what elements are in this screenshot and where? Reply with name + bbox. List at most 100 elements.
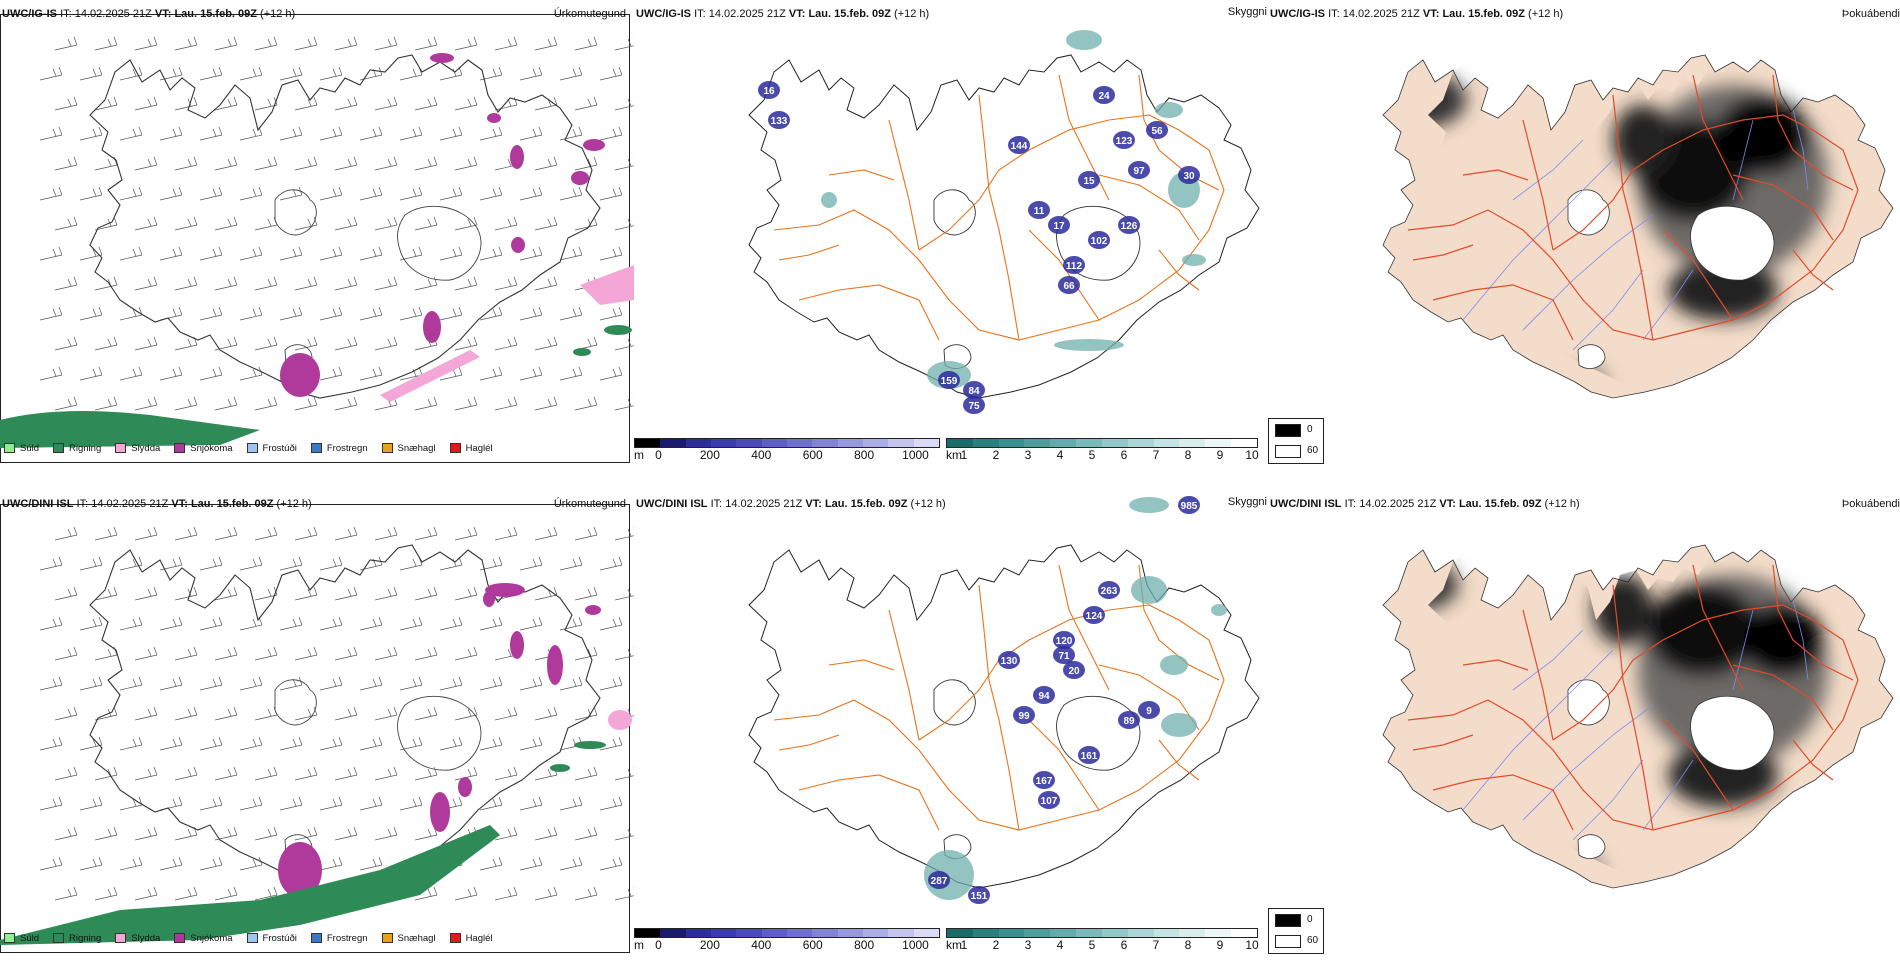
tick-label: 5 xyxy=(1088,938,1096,952)
panel-header: UWC/DINI ISL IT: 14.02.2025 21Z VT: Lau.… xyxy=(636,498,946,510)
tick-label: 600 xyxy=(802,938,823,952)
legend-item: Rigning xyxy=(53,930,101,946)
fog-legend: 0 60 xyxy=(1268,908,1324,954)
sleet-area xyxy=(608,710,632,730)
vis-bar-ticks: 1 2 3 4 5 6 7 8 9 10 xyxy=(960,448,1259,462)
fog-legend-swatch-0 xyxy=(1275,424,1301,437)
tick-label: 3 xyxy=(1024,448,1032,462)
legend-label: Haglél xyxy=(465,442,493,454)
legend-label: Slydda xyxy=(131,442,161,454)
snow-area xyxy=(278,842,322,898)
tick-label: 9 xyxy=(1216,448,1224,462)
legend-item: Slydda xyxy=(115,440,160,456)
glacier-outline xyxy=(274,679,482,859)
legend-item: Frostúði xyxy=(246,930,297,946)
legend-label: Haglél xyxy=(465,932,493,944)
rain-area xyxy=(0,825,500,945)
cloud-base-label: 124 xyxy=(1086,611,1103,622)
precip-map[interactable] xyxy=(0,490,634,960)
cloud-bar-unit: m xyxy=(634,938,644,952)
legend-item: Frostúði xyxy=(246,440,297,456)
cloud-base-colorbar xyxy=(634,928,940,938)
cloud-base-label: 161 xyxy=(1081,751,1098,762)
precip-areas xyxy=(0,53,634,448)
snow-area xyxy=(430,53,454,63)
legend-label: Snjókoma xyxy=(190,442,233,454)
cloud-base-label: 99 xyxy=(1018,711,1030,722)
legend-label: Frostúði xyxy=(262,442,297,454)
panel-title: Þokuábendi xyxy=(1841,498,1900,510)
wind-barbs xyxy=(39,526,634,901)
cloud-base-label: 89 xyxy=(1123,716,1135,727)
road-network xyxy=(1407,564,1859,831)
cloud-base-label: 102 xyxy=(1091,236,1108,247)
snow-area xyxy=(547,645,563,685)
precip-map[interactable] xyxy=(0,0,634,470)
panel-title: Úrkomutegund xyxy=(553,498,626,510)
tick-label: 800 xyxy=(854,448,875,462)
tick-label: 0 xyxy=(655,938,662,952)
visibility-colorbar xyxy=(946,438,1258,448)
cloud-base-label: 84 xyxy=(968,386,980,397)
legend-label: Snæhagl xyxy=(397,442,436,454)
snow-area xyxy=(483,591,495,607)
iceland-outline xyxy=(89,54,601,399)
iceland-outline xyxy=(89,544,601,889)
precip-type-panel: UWC/IG-IS IT: 14.02.2025 21Z VT: Lau. 15… xyxy=(0,0,634,470)
forecast-row-1: UWC/IG-IS IT: 14.02.2025 21Z VT: Lau. 15… xyxy=(0,0,1900,470)
rain-area xyxy=(604,325,632,335)
tick-label: 1000 xyxy=(902,938,929,952)
wind-barbs xyxy=(39,36,634,411)
snow-area xyxy=(585,605,601,615)
tick-label: 10 xyxy=(1245,938,1259,952)
iceland-outline xyxy=(748,54,1260,399)
legend-swatch xyxy=(53,933,65,943)
fog-legend-swatch-60 xyxy=(1275,935,1301,948)
legend-label: Frostregn xyxy=(326,932,368,944)
precip-areas xyxy=(0,583,632,945)
cloud-bar-ticks: 0 200 400 600 800 1000 xyxy=(634,938,940,952)
legend-swatch xyxy=(449,443,461,453)
legend-label: Frostregn xyxy=(326,442,368,454)
cloud-visibility-panel: UWC/DINI ISL IT: 14.02.2025 21Z VT: Lau.… xyxy=(634,490,1268,960)
snow-area xyxy=(510,631,524,659)
snow-area xyxy=(487,113,501,123)
cloud-base-label: 159 xyxy=(941,376,958,387)
legend-label: Rigning xyxy=(69,932,102,944)
legend-swatch xyxy=(115,443,127,453)
legend-item: Rigning xyxy=(53,440,101,456)
cloud-base-label: 16 xyxy=(763,86,775,97)
legend-swatch xyxy=(381,933,393,943)
legend-item: Súld xyxy=(4,440,39,456)
cloud-base-label: 112 xyxy=(1066,261,1083,272)
tick-label: 7 xyxy=(1152,938,1160,952)
legend-swatch xyxy=(4,933,15,943)
legend-swatch xyxy=(4,443,15,453)
legend-label: Frostúði xyxy=(262,932,297,944)
panel-title: Skyggni xyxy=(1227,6,1267,18)
cloud-base-label: 120 xyxy=(1056,636,1073,647)
rain-area xyxy=(574,741,606,749)
fog-legend-label: 0 xyxy=(1307,424,1313,435)
cloud-base-label: 107 xyxy=(1041,796,1058,807)
map-frame xyxy=(0,14,630,463)
fog-map[interactable] xyxy=(1268,0,1900,470)
panel-title: Skyggni xyxy=(1227,496,1267,508)
legend-item: Snæhagl xyxy=(381,930,436,946)
cloud-base-colorbar xyxy=(634,438,940,448)
fog-index-panel: UWC/DINI ISL IT: 14.02.2025 21Z VT: Lau.… xyxy=(1268,490,1900,960)
tick-label: 2 xyxy=(992,938,1000,952)
legend-swatch xyxy=(174,933,186,943)
legend-item: Haglél xyxy=(449,440,493,456)
cloud-base-label: 66 xyxy=(1063,281,1075,292)
cloud-base-label: 133 xyxy=(771,116,788,127)
tick-label: 1 xyxy=(960,448,968,462)
fog-map[interactable] xyxy=(1268,490,1900,960)
snow-area xyxy=(511,237,525,253)
tick-label: 6 xyxy=(1120,448,1128,462)
panel-header: UWC/IG-IS IT: 14.02.2025 21Z VT: Lau. 15… xyxy=(636,8,930,20)
tick-label: 2 xyxy=(992,448,1000,462)
legend-item: Frostregn xyxy=(310,930,368,946)
